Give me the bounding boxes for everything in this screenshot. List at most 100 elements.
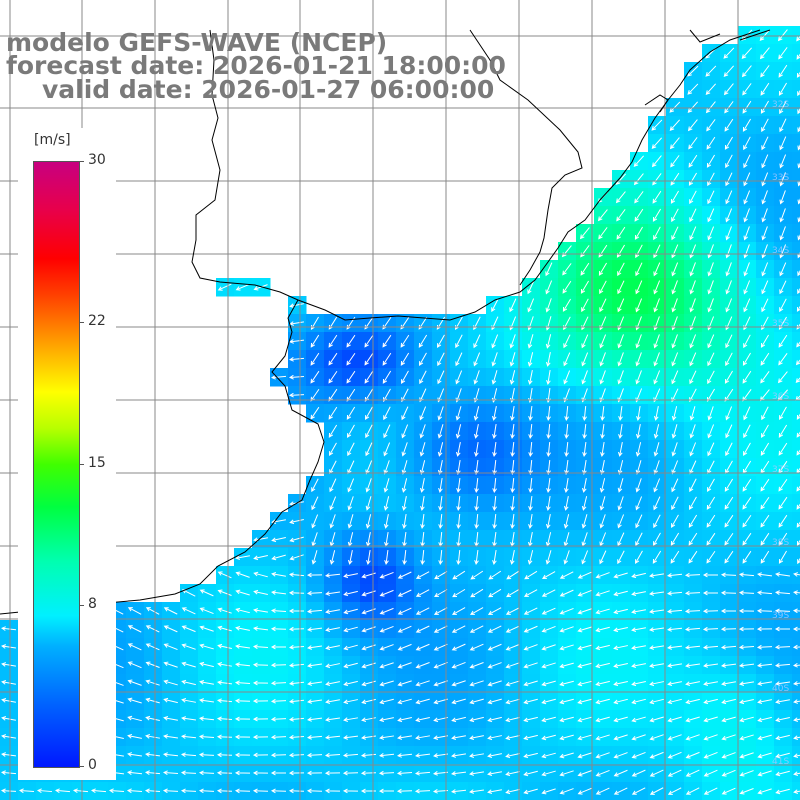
wind-arrow [307, 717, 323, 722]
wind-arrow [270, 752, 287, 758]
wind-arrow [523, 607, 538, 615]
wind-arrow [743, 442, 751, 456]
wind-arrow [739, 663, 755, 668]
wind-arrow [599, 334, 607, 349]
wind-arrow [541, 589, 556, 597]
wind-arrow [725, 208, 733, 223]
wind-arrow [541, 644, 556, 651]
wind-arrow [720, 572, 737, 578]
wind-arrow [487, 643, 502, 651]
wind-arrow [707, 280, 714, 295]
wind-arrow [595, 608, 610, 615]
wind-arrow [564, 441, 569, 457]
wind-arrow [528, 459, 533, 476]
wind-arrow [470, 570, 484, 580]
wind-arrow [1, 698, 16, 703]
wind-arrow [738, 572, 755, 578]
wind-arrow [778, 353, 788, 366]
wind-arrow [288, 626, 305, 632]
wind-arrow [796, 53, 800, 60]
wind-arrow [703, 716, 718, 723]
wind-arrow [564, 478, 569, 493]
wind-arrow [563, 496, 569, 511]
wind-arrow [779, 406, 787, 420]
wind-arrow [653, 478, 661, 493]
wind-arrow [649, 734, 664, 741]
wind-arrow [721, 716, 736, 723]
wind-arrow [307, 627, 323, 632]
wind-speed-cell [792, 296, 800, 315]
wind-arrow [618, 424, 623, 439]
wind-arrow [796, 449, 800, 456]
wind-arrow [397, 571, 412, 579]
wind-arrow [437, 370, 445, 385]
wind-arrow [199, 680, 214, 685]
wind-arrow [545, 298, 552, 313]
wind-arrow [707, 208, 715, 223]
wind-speed-cell [792, 260, 800, 279]
wind-arrow [487, 771, 502, 776]
wind-arrow [760, 496, 770, 510]
wind-arrow [492, 441, 497, 457]
wind-arrow [510, 495, 515, 511]
wind-arrow [689, 370, 697, 385]
wind-arrow [452, 588, 466, 598]
wind-arrow [706, 550, 716, 564]
wind-arrow [669, 119, 681, 132]
wind-arrow [199, 607, 214, 615]
wind-arrow [270, 716, 287, 722]
wind-arrow [420, 549, 425, 566]
wind-arrow [582, 405, 587, 422]
wind-arrow [288, 572, 305, 578]
wind-arrow [451, 607, 466, 615]
wind-arrow [474, 549, 479, 565]
wind-speed-cell [792, 134, 800, 153]
wind-arrow [634, 226, 643, 240]
wind-arrow [653, 334, 660, 349]
wind-arrow [725, 190, 733, 205]
wind-arrow [198, 788, 215, 794]
wind-arrow [419, 352, 427, 366]
wind-arrow [577, 734, 592, 741]
colorbar-tick-mark [79, 766, 84, 767]
wind-arrow [474, 513, 479, 530]
wind-arrow [743, 226, 750, 241]
wind-arrow [397, 625, 412, 633]
wind-arrow [216, 770, 233, 776]
wind-arrow [742, 478, 752, 492]
wind-arrow [397, 662, 412, 669]
wind-arrow [617, 550, 625, 565]
wind-arrow [689, 226, 697, 241]
wind-arrow [685, 769, 700, 777]
wind-arrow [234, 770, 251, 776]
wind-arrow [739, 770, 754, 777]
wind-arrow [473, 406, 480, 421]
wind-arrow [127, 679, 142, 686]
wind-arrow [18, 788, 35, 794]
wind-arrow [775, 788, 790, 795]
wind-arrow [506, 589, 520, 598]
wind-arrow [649, 787, 664, 795]
wind-arrow [671, 370, 679, 385]
wind-arrow [757, 663, 773, 668]
wind-arrow [415, 662, 430, 669]
wind-arrow [738, 626, 755, 632]
wind-arrow [523, 680, 538, 687]
wind-arrow [328, 352, 338, 366]
wind-arrow [397, 717, 412, 723]
wind-arrow [163, 734, 179, 739]
wind-arrow [563, 370, 571, 385]
wind-arrow [779, 100, 787, 115]
wind-arrow [581, 334, 589, 349]
wind-arrow [617, 280, 625, 295]
wind-arrow [509, 352, 516, 367]
wind-arrow [541, 752, 556, 759]
wind-arrow [545, 262, 553, 277]
wind-arrow [127, 643, 142, 651]
wind-arrow [325, 735, 341, 740]
wind-arrow [325, 645, 340, 651]
wind-arrow [492, 550, 497, 565]
wind-arrow [793, 681, 800, 686]
wind-arrow [778, 496, 788, 510]
